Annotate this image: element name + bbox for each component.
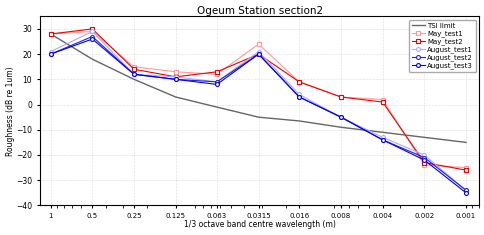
August_test3 [421,159,426,161]
August_test2 [255,53,261,55]
August_test3 [296,96,302,98]
Line: August_test1: August_test1 [48,30,467,192]
August_test2 [337,116,343,119]
TSI limit [296,120,302,122]
August_test1 [213,80,219,83]
TSI limit [213,106,219,109]
May_test2 [213,70,219,73]
August_test2 [379,138,385,141]
May_test1 [296,80,302,83]
May_test1 [337,96,343,98]
May_test1 [213,73,219,76]
August_test2 [462,189,468,192]
August_test2 [131,73,136,76]
Title: Ogeum Station section2: Ogeum Station section2 [196,6,322,16]
August_test1 [172,75,178,78]
May_test2 [379,101,385,103]
August_test2 [213,80,219,83]
TSI limit [462,141,468,144]
May_test2 [421,161,426,164]
Y-axis label: Roughness (dB re 1um): Roughness (dB re 1um) [5,66,15,156]
TSI limit [172,96,178,98]
August_test3 [172,78,178,81]
August_test1 [379,136,385,139]
August_test3 [47,53,53,55]
May_test1 [131,65,136,68]
August_test3 [379,138,385,141]
August_test1 [421,154,426,157]
May_test2 [131,68,136,71]
TSI limit [421,136,426,139]
May_test1 [379,98,385,101]
August_test1 [131,73,136,76]
August_test1 [337,116,343,119]
August_test1 [89,30,95,33]
TSI limit [47,33,53,35]
August_test2 [89,35,95,38]
TSI limit [89,58,95,61]
Line: May_test1: May_test1 [48,30,467,169]
May_test1 [172,70,178,73]
August_test1 [296,93,302,96]
August_test2 [172,78,178,81]
May_test1 [421,164,426,166]
Line: August_test2: August_test2 [48,35,467,192]
May_test2 [89,27,95,30]
May_test2 [255,53,261,55]
TSI limit [379,131,385,134]
May_test2 [337,96,343,98]
X-axis label: 1/3 octave band centre wavelength (m): 1/3 octave band centre wavelength (m) [183,220,335,229]
May_test2 [462,169,468,172]
TSI limit [131,78,136,81]
Legend: TSI limit, May_test1, May_test2, August_test1, August_test2, August_test3: TSI limit, May_test1, May_test2, August_… [408,20,475,72]
August_test3 [337,116,343,119]
August_test2 [296,96,302,98]
August_test3 [131,73,136,76]
TSI limit [337,126,343,129]
August_test1 [47,50,53,53]
Line: TSI limit: TSI limit [50,34,465,142]
May_test2 [172,75,178,78]
May_test1 [462,166,468,169]
August_test3 [462,191,468,194]
May_test1 [89,30,95,33]
August_test2 [47,53,53,55]
May_test1 [47,33,53,35]
May_test2 [47,33,53,35]
Line: May_test2: May_test2 [48,27,467,172]
May_test2 [296,80,302,83]
May_test1 [255,43,261,46]
August_test1 [462,189,468,192]
TSI limit [255,116,261,119]
August_test3 [89,38,95,40]
Line: August_test3: August_test3 [48,37,467,195]
August_test2 [421,156,426,159]
August_test3 [213,83,219,86]
August_test1 [255,50,261,53]
August_test3 [255,53,261,55]
